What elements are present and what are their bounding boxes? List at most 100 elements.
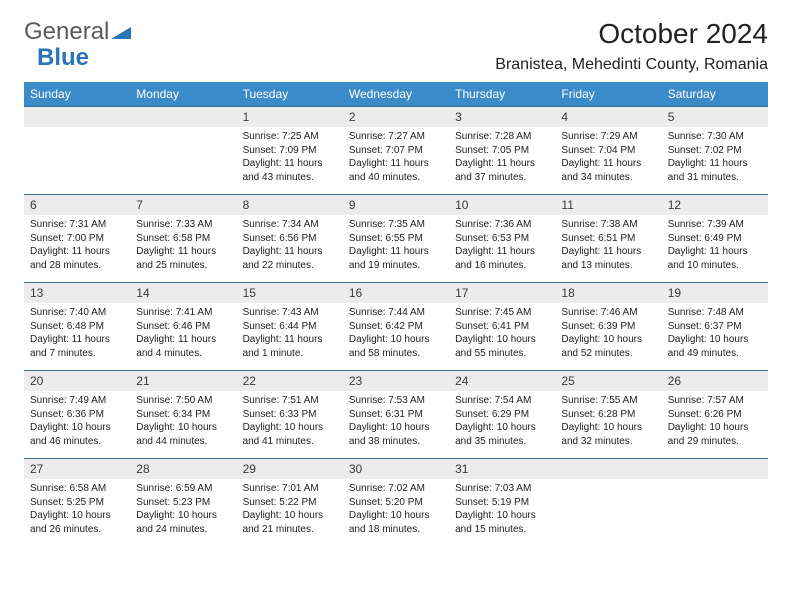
daylight-line: Daylight: 11 hours and 31 minutes. [668, 157, 762, 184]
logo: General [24, 18, 131, 46]
day-number: 8 [237, 195, 343, 215]
sunset-line: Sunset: 6:49 PM [668, 232, 762, 246]
calendar-day-cell: 14Sunrise: 7:41 AMSunset: 6:46 PMDayligh… [130, 283, 236, 371]
sunrise-line: Sunrise: 7:57 AM [668, 394, 762, 408]
sunset-line: Sunset: 6:53 PM [455, 232, 549, 246]
day-number: 18 [555, 283, 661, 303]
daylight-line: Daylight: 10 hours and 32 minutes. [561, 421, 655, 448]
weekday-header: Thursday [449, 82, 555, 107]
daylight-line: Daylight: 11 hours and 19 minutes. [349, 245, 443, 272]
sunrise-line: Sunrise: 7:01 AM [243, 482, 337, 496]
calendar-day-cell: 20Sunrise: 7:49 AMSunset: 6:36 PMDayligh… [24, 371, 130, 459]
day-number [555, 459, 661, 479]
day-number: 15 [237, 283, 343, 303]
calendar-day-cell: 17Sunrise: 7:45 AMSunset: 6:41 PMDayligh… [449, 283, 555, 371]
weekday-header: Tuesday [237, 82, 343, 107]
daylight-line: Daylight: 10 hours and 38 minutes. [349, 421, 443, 448]
sunrise-line: Sunrise: 7:49 AM [30, 394, 124, 408]
weekday-header-row: SundayMondayTuesdayWednesdayThursdayFrid… [24, 82, 768, 107]
daylight-line: Daylight: 10 hours and 26 minutes. [30, 509, 124, 536]
weekday-header: Saturday [662, 82, 768, 107]
day-body [555, 479, 661, 488]
logo-text-blue: Blue [37, 44, 89, 72]
calendar-day-cell: 5Sunrise: 7:30 AMSunset: 7:02 PMDaylight… [662, 107, 768, 195]
calendar-day-cell [662, 459, 768, 547]
calendar-day-cell: 25Sunrise: 7:55 AMSunset: 6:28 PMDayligh… [555, 371, 661, 459]
day-number: 23 [343, 371, 449, 391]
daylight-line: Daylight: 10 hours and 15 minutes. [455, 509, 549, 536]
daylight-line: Daylight: 11 hours and 1 minute. [243, 333, 337, 360]
day-body: Sunrise: 7:38 AMSunset: 6:51 PMDaylight:… [555, 215, 661, 278]
calendar-body: 1Sunrise: 7:25 AMSunset: 7:09 PMDaylight… [24, 107, 768, 547]
sunrise-line: Sunrise: 7:38 AM [561, 218, 655, 232]
day-body: Sunrise: 7:29 AMSunset: 7:04 PMDaylight:… [555, 127, 661, 190]
sunrise-line: Sunrise: 7:45 AM [455, 306, 549, 320]
sunrise-line: Sunrise: 7:28 AM [455, 130, 549, 144]
day-body: Sunrise: 7:03 AMSunset: 5:19 PMDaylight:… [449, 479, 555, 542]
sunrise-line: Sunrise: 7:33 AM [136, 218, 230, 232]
calendar-day-cell: 26Sunrise: 7:57 AMSunset: 6:26 PMDayligh… [662, 371, 768, 459]
day-body: Sunrise: 7:40 AMSunset: 6:48 PMDaylight:… [24, 303, 130, 366]
calendar-day-cell: 31Sunrise: 7:03 AMSunset: 5:19 PMDayligh… [449, 459, 555, 547]
sunset-line: Sunset: 6:36 PM [30, 408, 124, 422]
sunset-line: Sunset: 7:07 PM [349, 144, 443, 158]
calendar-day-cell: 23Sunrise: 7:53 AMSunset: 6:31 PMDayligh… [343, 371, 449, 459]
calendar-day-cell: 6Sunrise: 7:31 AMSunset: 7:00 PMDaylight… [24, 195, 130, 283]
day-number: 22 [237, 371, 343, 391]
calendar-day-cell [555, 459, 661, 547]
day-body: Sunrise: 7:43 AMSunset: 6:44 PMDaylight:… [237, 303, 343, 366]
calendar-day-cell: 30Sunrise: 7:02 AMSunset: 5:20 PMDayligh… [343, 459, 449, 547]
weekday-header: Friday [555, 82, 661, 107]
day-body: Sunrise: 7:45 AMSunset: 6:41 PMDaylight:… [449, 303, 555, 366]
daylight-line: Daylight: 10 hours and 58 minutes. [349, 333, 443, 360]
day-body: Sunrise: 6:59 AMSunset: 5:23 PMDaylight:… [130, 479, 236, 542]
calendar-day-cell: 19Sunrise: 7:48 AMSunset: 6:37 PMDayligh… [662, 283, 768, 371]
sunset-line: Sunset: 6:42 PM [349, 320, 443, 334]
day-body: Sunrise: 7:30 AMSunset: 7:02 PMDaylight:… [662, 127, 768, 190]
sunrise-line: Sunrise: 7:44 AM [349, 306, 443, 320]
daylight-line: Daylight: 11 hours and 4 minutes. [136, 333, 230, 360]
day-number: 24 [449, 371, 555, 391]
calendar-day-cell: 8Sunrise: 7:34 AMSunset: 6:56 PMDaylight… [237, 195, 343, 283]
title-block: October 2024 Branistea, Mehedinti County… [495, 18, 768, 74]
calendar-day-cell: 12Sunrise: 7:39 AMSunset: 6:49 PMDayligh… [662, 195, 768, 283]
day-body: Sunrise: 7:49 AMSunset: 6:36 PMDaylight:… [24, 391, 130, 454]
calendar-day-cell: 29Sunrise: 7:01 AMSunset: 5:22 PMDayligh… [237, 459, 343, 547]
day-number: 10 [449, 195, 555, 215]
calendar-table: SundayMondayTuesdayWednesdayThursdayFrid… [24, 82, 768, 547]
day-number: 7 [130, 195, 236, 215]
sunset-line: Sunset: 6:33 PM [243, 408, 337, 422]
daylight-line: Daylight: 10 hours and 21 minutes. [243, 509, 337, 536]
daylight-line: Daylight: 10 hours and 46 minutes. [30, 421, 124, 448]
day-number: 1 [237, 107, 343, 127]
day-number: 5 [662, 107, 768, 127]
sunset-line: Sunset: 6:29 PM [455, 408, 549, 422]
day-body [662, 479, 768, 488]
sunrise-line: Sunrise: 7:53 AM [349, 394, 443, 408]
sunset-line: Sunset: 5:20 PM [349, 496, 443, 510]
calendar-day-cell [24, 107, 130, 195]
day-number: 12 [662, 195, 768, 215]
day-body: Sunrise: 7:50 AMSunset: 6:34 PMDaylight:… [130, 391, 236, 454]
day-body: Sunrise: 7:48 AMSunset: 6:37 PMDaylight:… [662, 303, 768, 366]
day-number: 3 [449, 107, 555, 127]
calendar-day-cell: 4Sunrise: 7:29 AMSunset: 7:04 PMDaylight… [555, 107, 661, 195]
calendar-day-cell: 15Sunrise: 7:43 AMSunset: 6:44 PMDayligh… [237, 283, 343, 371]
sunrise-line: Sunrise: 7:54 AM [455, 394, 549, 408]
sunrise-line: Sunrise: 7:25 AM [243, 130, 337, 144]
day-number: 20 [24, 371, 130, 391]
day-body: Sunrise: 7:33 AMSunset: 6:58 PMDaylight:… [130, 215, 236, 278]
sunrise-line: Sunrise: 7:02 AM [349, 482, 443, 496]
calendar-day-cell: 18Sunrise: 7:46 AMSunset: 6:39 PMDayligh… [555, 283, 661, 371]
sunset-line: Sunset: 5:22 PM [243, 496, 337, 510]
daylight-line: Daylight: 10 hours and 49 minutes. [668, 333, 762, 360]
day-body: Sunrise: 7:51 AMSunset: 6:33 PMDaylight:… [237, 391, 343, 454]
daylight-line: Daylight: 11 hours and 28 minutes. [30, 245, 124, 272]
day-number: 4 [555, 107, 661, 127]
sunset-line: Sunset: 6:51 PM [561, 232, 655, 246]
sunrise-line: Sunrise: 7:55 AM [561, 394, 655, 408]
day-number: 30 [343, 459, 449, 479]
day-body: Sunrise: 7:34 AMSunset: 6:56 PMDaylight:… [237, 215, 343, 278]
sunset-line: Sunset: 5:19 PM [455, 496, 549, 510]
sunrise-line: Sunrise: 6:59 AM [136, 482, 230, 496]
